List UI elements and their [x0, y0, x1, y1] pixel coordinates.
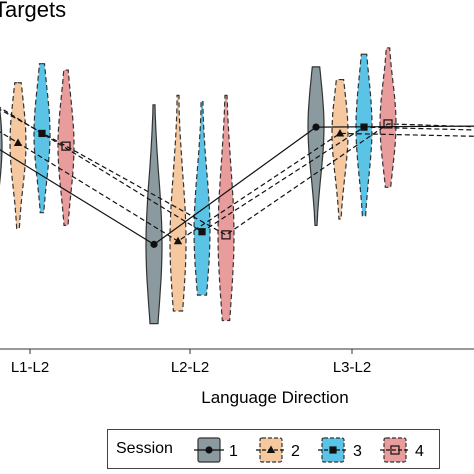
x-axis-label: Language Direction [201, 388, 349, 407]
legend-label-4: 4 [415, 443, 424, 460]
violin-session-2-l2-l2 [169, 94, 187, 312]
legend-title: Session [116, 440, 173, 457]
legend-marker-3 [329, 446, 337, 454]
legend-key-session-1: 1 [194, 437, 238, 463]
x-ticks-layer: L1-L2 L2-L2 L3-L2 [11, 349, 371, 376]
chart-title: Targets [0, 0, 67, 22]
violin-session-3-l2-l2 [193, 101, 211, 296]
legend-marker-1 [205, 446, 213, 454]
marker-session-4-l1-l2 [61, 141, 71, 151]
legend-label-3: 3 [353, 443, 362, 460]
marker-session-3-l2-l2 [198, 228, 206, 236]
legend-key-session-3: 3 [318, 437, 362, 463]
x-tick-label-l3-l2: L3-L2 [333, 359, 371, 376]
marker-session-1-l3-l2 [312, 123, 320, 131]
legend-key-session-4: 4 [380, 437, 424, 463]
legend-key-session-2: 2 [256, 437, 300, 463]
legend: Session 1 2 3 4 [107, 429, 440, 469]
violin-session-3-l3-l2 [355, 53, 373, 217]
violin-session-4-l2-l2 [217, 94, 235, 322]
markers-layer [13, 119, 393, 248]
violin-session-3-l1-l2 [33, 63, 51, 214]
marker-session-2-l3-l2 [335, 128, 345, 137]
violin-session-2-l1-l2 [9, 82, 27, 230]
marker-session-3-l1-l2 [38, 129, 46, 138]
violins-layer [0, 47, 397, 325]
violin-session-4-l3-l2 [379, 47, 397, 188]
legend-marker-2 [266, 445, 276, 453]
marker-session-2-l1-l2 [13, 138, 23, 146]
legend-keys: 1 2 3 4 [194, 437, 424, 463]
violin-session-1-l3-l2 [307, 66, 325, 227]
marker-session-1-l2-l2 [150, 240, 158, 248]
x-tick-label-l1-l2: L1-L2 [11, 359, 49, 376]
legend-label-2: 2 [291, 443, 300, 460]
x-tick-label-l2-l2: L2-L2 [171, 359, 209, 376]
legend-marker-4 [390, 445, 400, 455]
violin-session-1-l1-l2 [0, 106, 3, 186]
marker-session-4-l3-l2 [383, 119, 393, 129]
violin-session-2-l3-l2 [331, 78, 349, 220]
violin-session-1-l2-l2 [145, 104, 163, 325]
legend-label-1: 1 [229, 443, 238, 460]
marker-session-2-l2-l2 [173, 236, 183, 245]
marker-session-4-l2-l2 [221, 230, 231, 240]
marker-session-3-l3-l2 [360, 123, 368, 131]
